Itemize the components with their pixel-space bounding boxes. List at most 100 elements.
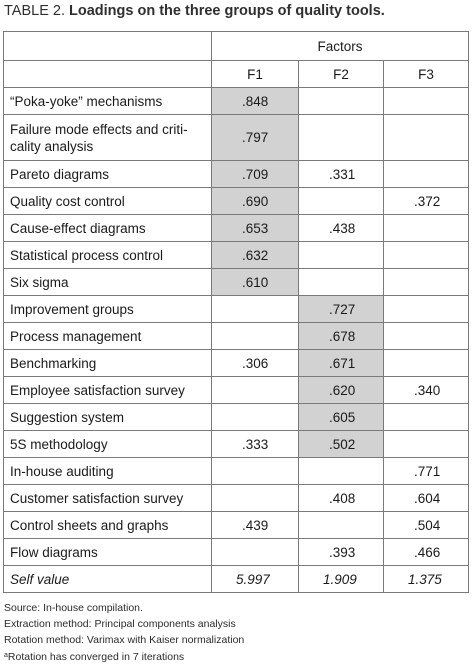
- loading-cell-f2: .408: [298, 484, 384, 512]
- loading-cell-f1: .709: [211, 160, 299, 188]
- self-value-cell-f1: 5.997: [211, 565, 299, 593]
- loading-cell-f3: .504: [382, 511, 470, 539]
- loading-value: .502: [329, 436, 356, 452]
- table-row: Process management .678: [3, 322, 470, 350]
- loading-cell-f1: .848: [211, 87, 299, 115]
- loading-cell-f3: [382, 295, 470, 323]
- loading-cell-f2: [298, 268, 384, 296]
- loading-cell-f2: .605: [298, 403, 384, 431]
- loading-cell-f3: [382, 87, 470, 115]
- note-source: Source: In-house compilation.: [4, 602, 143, 614]
- loading-cell-f3: [382, 241, 470, 269]
- loading-value: .605: [329, 409, 356, 425]
- loading-cell-f2: [298, 187, 384, 215]
- table-row: Customer satisfaction survey .408 .604: [3, 484, 470, 512]
- loading-value: .340: [414, 382, 441, 398]
- self-value: 1.375: [408, 571, 442, 587]
- loading-value: .331: [329, 166, 356, 182]
- loading-cell-f3: .466: [382, 538, 470, 566]
- row-label: Flow diagrams: [3, 538, 212, 566]
- loading-cell-f3: .372: [382, 187, 470, 215]
- loading-cell-f1: [211, 403, 299, 431]
- row-label: Statistical process control: [3, 241, 212, 269]
- factors-header: Factors: [210, 31, 470, 61]
- table-row: Benchmarking .306 .671: [3, 349, 470, 377]
- loading-value: .393: [329, 544, 356, 560]
- row-label: Control sheets and graphs: [3, 511, 212, 539]
- loading-value: .333: [242, 436, 269, 452]
- loading-cell-f1: [211, 295, 299, 323]
- loading-cell-f2: .438: [298, 214, 384, 242]
- loading-value: .504: [414, 517, 441, 533]
- table-title: TABLE 2. Loadings on the three groups of…: [4, 3, 385, 19]
- loading-cell-f3: [382, 349, 470, 377]
- loading-value: .604: [414, 490, 441, 506]
- table-row: Statistical process control .632: [3, 241, 470, 269]
- self-value-label: Self value: [3, 565, 212, 593]
- row-label: Pareto diagrams: [3, 160, 212, 188]
- loading-cell-f3: [382, 214, 470, 242]
- loading-cell-f2: .620: [298, 376, 384, 404]
- loading-value: .438: [329, 220, 356, 236]
- loading-value: .797: [242, 130, 269, 145]
- table-row: Pareto diagrams .709 .331: [3, 160, 470, 188]
- header-empty-cell: [3, 60, 212, 88]
- header-row-factors: Factors: [3, 31, 470, 61]
- self-value: 5.997: [236, 571, 270, 587]
- loading-cell-f3: [382, 322, 470, 350]
- loading-cell-f1: .632: [211, 241, 299, 269]
- row-label: Quality cost control: [3, 187, 212, 215]
- loading-cell-f1: .690: [211, 187, 299, 215]
- loading-value: .466: [414, 544, 441, 560]
- loading-cell-f1: [211, 376, 299, 404]
- header-empty-cell: [3, 31, 212, 61]
- loading-cell-f1: .653: [211, 214, 299, 242]
- table-row: Control sheets and graphs .439 .504: [3, 511, 470, 539]
- self-value-cell-f3: 1.375: [382, 565, 470, 593]
- loading-cell-f1: .333: [211, 430, 299, 458]
- loading-cell-f3: [382, 430, 470, 458]
- loading-cell-f1: .306: [211, 349, 299, 377]
- loading-cell-f3: [382, 268, 470, 296]
- loading-cell-f3: [382, 114, 470, 161]
- loading-cell-f3: [382, 403, 470, 431]
- row-label: Improvement groups: [3, 295, 212, 323]
- row-label: Process management: [3, 322, 212, 350]
- header-row-columns: F1 F2 F3: [3, 60, 470, 88]
- row-label: “Poka-yoke” mechanisms: [3, 87, 212, 115]
- table-row: Cause-effect diagrams .653 .438: [3, 214, 470, 242]
- table-row: 5S methodology .333 .502: [3, 430, 470, 458]
- loading-cell-f3: [382, 160, 470, 188]
- row-label: Employee satisfaction survey: [3, 376, 212, 404]
- loading-value: .408: [329, 490, 356, 506]
- column-header-f1: F1: [211, 60, 299, 88]
- row-label: Six sigma: [3, 268, 212, 296]
- table-row: Failure mode effects and criti- cality a…: [3, 114, 470, 161]
- footnote-mark: a: [4, 652, 8, 659]
- row-label: Suggestion system: [3, 403, 212, 431]
- table-row: Improvement groups .727: [3, 295, 470, 323]
- loading-value: .727: [329, 301, 356, 317]
- loading-cell-f1: [211, 484, 299, 512]
- table-row: In-house auditing .771: [3, 457, 470, 485]
- loading-value: .848: [242, 93, 269, 109]
- loading-value: .771: [414, 463, 441, 479]
- loading-value: .620: [329, 382, 356, 398]
- loading-value: .306: [242, 355, 269, 371]
- self-value: 1.909: [323, 571, 357, 587]
- loading-cell-f2: .671: [298, 349, 384, 377]
- loading-value: .653: [242, 220, 269, 236]
- row-label: Cause-effect diagrams: [3, 214, 212, 242]
- loading-cell-f2: .331: [298, 160, 384, 188]
- table-row: Suggestion system .605: [3, 403, 470, 431]
- loading-cell-f2: .678: [298, 322, 384, 350]
- note-rotation: Rotation method: Varimax with Kaiser nor…: [4, 634, 245, 646]
- loading-cell-f1: .439: [211, 511, 299, 539]
- loading-cell-f2: [298, 457, 384, 485]
- loading-cell-f1: [211, 457, 299, 485]
- row-label: In-house auditing: [3, 457, 212, 485]
- loading-cell-f1: .797: [211, 114, 299, 161]
- loading-cell-f3: .604: [382, 484, 470, 512]
- loading-cell-f2: [298, 511, 384, 539]
- loading-cell-f1: [211, 538, 299, 566]
